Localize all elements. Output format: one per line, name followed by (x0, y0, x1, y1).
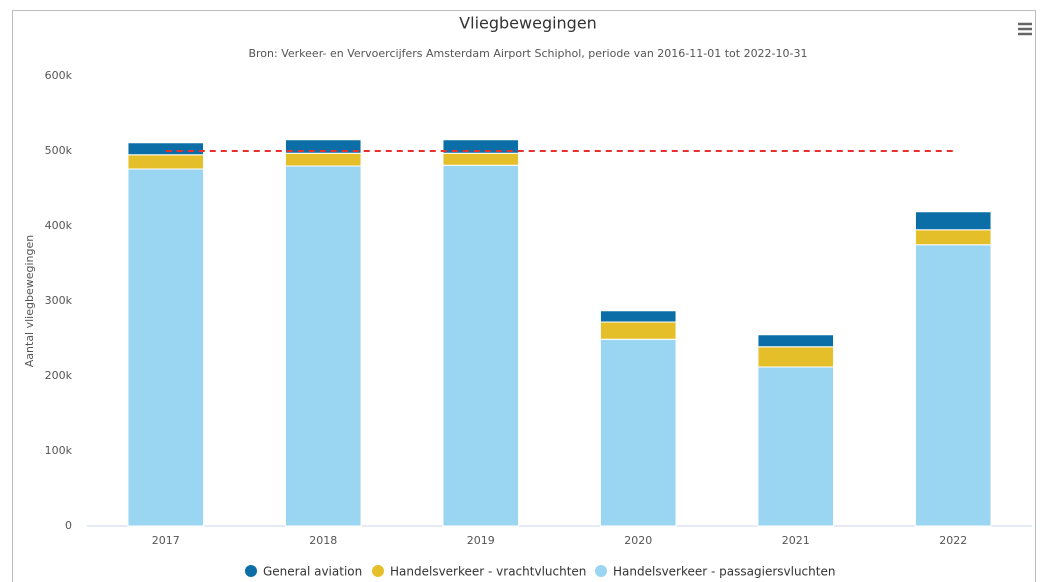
bar-segment (284, 139, 362, 154)
menu-icon[interactable] (1018, 22, 1032, 36)
x-tick-label: 2018 (309, 534, 337, 547)
bar-segment (442, 139, 520, 154)
legend-label: Handelsverkeer - passagiersvluchten (613, 565, 835, 579)
bar-segment (914, 229, 992, 246)
y-tick-label: 600k (45, 69, 73, 82)
bar-segment (599, 321, 677, 340)
x-tick-label: 2017 (152, 534, 180, 547)
bar-segment (127, 168, 205, 527)
y-tick-label: 500k (45, 144, 73, 157)
x-tick-label: 2019 (467, 534, 495, 547)
bar-segment (127, 142, 205, 156)
y-tick-label: 200k (45, 369, 73, 382)
bar-segment (284, 152, 362, 167)
legend-marker (372, 565, 384, 577)
y-axis-label: Aantal vliegbewegingen (23, 235, 36, 367)
bar-segment (757, 334, 835, 348)
legend-label: Handelsverkeer - vrachtvluchten (390, 565, 586, 579)
y-tick-label: 300k (45, 294, 73, 307)
bar-segment (914, 244, 992, 527)
bar-segment (284, 165, 362, 527)
bar-segment (914, 211, 992, 231)
legend-marker (595, 565, 607, 577)
bar-segment (442, 152, 520, 166)
bar-segment (442, 164, 520, 527)
x-tick-label: 2021 (782, 534, 810, 547)
bar-segment (757, 366, 835, 527)
x-tick-label: 2020 (624, 534, 652, 547)
legend-label: General aviation (263, 565, 362, 579)
chart-title: Vliegbewegingen (459, 14, 597, 33)
x-tick-label: 2022 (939, 534, 967, 547)
bar-segment (599, 310, 677, 323)
y-tick-label: 100k (45, 444, 73, 457)
bar-segment (127, 154, 205, 170)
bar-segment (599, 338, 677, 527)
y-tick-label: 0 (65, 519, 72, 532)
y-tick-label: 400k (45, 219, 73, 232)
bar-segment (757, 346, 835, 368)
chart-subtitle: Bron: Verkeer- en Vervoercijfers Amsterd… (248, 47, 807, 60)
legend-marker (245, 565, 257, 577)
